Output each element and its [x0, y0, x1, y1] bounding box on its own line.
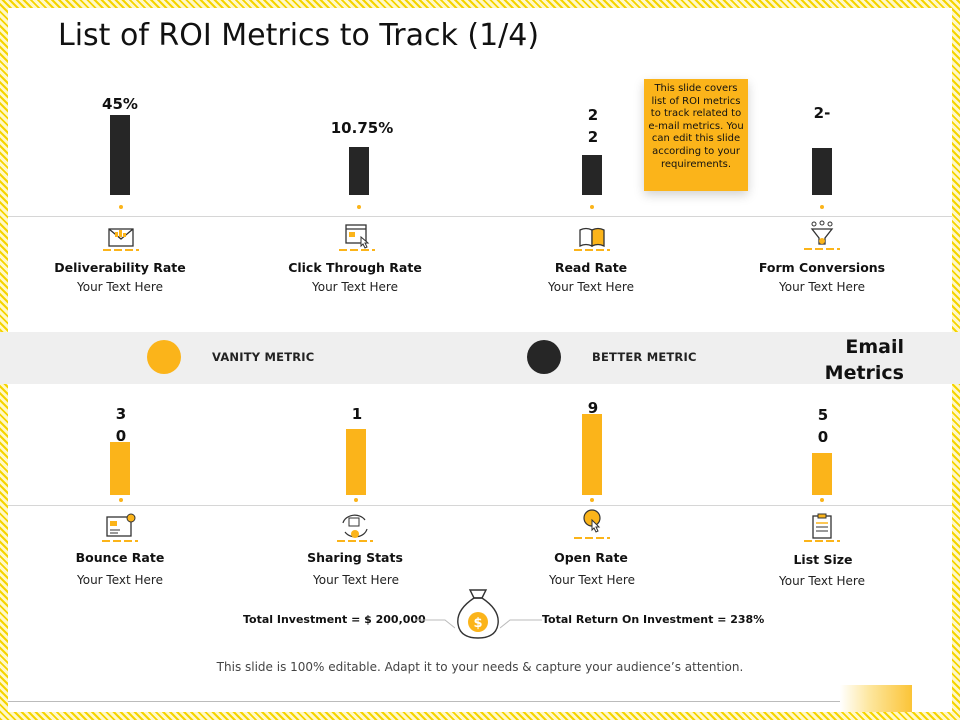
metric-bar [349, 147, 369, 195]
metric-name: List Size [793, 552, 853, 567]
connector-dot [590, 205, 594, 209]
metric-value: 50 [817, 406, 829, 446]
envelope-chart-icon [103, 228, 139, 251]
divider-line [8, 216, 952, 217]
metric-name: Form Conversions [758, 260, 886, 275]
metric-bar [812, 148, 832, 195]
metric-value: 2- [813, 104, 831, 122]
dashboard-icon [102, 513, 138, 542]
total-investment: Total Investment = $ 200,000 [243, 613, 426, 626]
clipboard-list-icon [804, 513, 840, 542]
metric-value: 22 [587, 106, 599, 146]
browser-click-icon [339, 224, 375, 251]
metric-name: Sharing Stats [307, 550, 403, 565]
metric-name: Deliverability Rate [54, 260, 186, 275]
section-title: Email Metrics [824, 336, 904, 384]
metric-name: Open Rate [554, 550, 628, 565]
editable-note: This slide covers list of ROI metrics to… [644, 79, 748, 191]
metric-bar [812, 453, 832, 495]
footer-text: This slide is 100% editable. Adapt it to… [216, 660, 744, 674]
metric-value: 10.75% [330, 119, 394, 137]
metric-name: Click Through Rate [288, 260, 422, 275]
page-title: List of ROI Metrics to Track (1/4) [58, 18, 540, 53]
connector-dot [354, 498, 358, 502]
money-bag-icon: $ [457, 589, 499, 639]
metric-description: Your Text Here [548, 280, 634, 294]
funnel-icon [804, 220, 840, 250]
metric-bar [110, 442, 130, 495]
metric-description: Your Text Here [779, 574, 865, 588]
connector-dot [357, 205, 361, 209]
metric-name: Bounce Rate [75, 550, 165, 565]
metric-name: Read Rate [554, 260, 628, 275]
metric-description: Your Text Here [549, 573, 635, 587]
open-book-icon [574, 227, 610, 251]
bulb-click-icon [574, 509, 610, 539]
divider-line [8, 505, 952, 506]
connector-dot [820, 205, 824, 209]
metric-description: Your Text Here [312, 280, 398, 294]
connector-line [500, 619, 542, 629]
metric-description: Your Text Here [779, 280, 865, 294]
metric-description: Your Text Here [77, 280, 163, 294]
corner-accent [840, 685, 912, 712]
metric-bar [110, 115, 130, 195]
connector-dot [590, 498, 594, 502]
metric-bar [582, 414, 602, 495]
vanity-metric-label: VANITY METRIC [212, 350, 315, 364]
total-return-on-investment: Total Return On Investment = 238% [542, 613, 765, 626]
vanity-metric-swatch [147, 340, 181, 374]
connector-dot [119, 205, 123, 209]
metric-description: Your Text Here [313, 573, 399, 587]
better-metric-swatch [527, 340, 561, 374]
svg-text:$: $ [473, 616, 482, 631]
footer-line [8, 701, 912, 702]
connector-dot [820, 498, 824, 502]
connector-dot [119, 498, 123, 502]
connector-line [415, 619, 455, 629]
metric-bar [346, 429, 366, 495]
metric-description: Your Text Here [77, 573, 163, 587]
better-metric-label: BETTER METRIC [592, 350, 697, 364]
metric-bar [582, 155, 602, 195]
metric-value: 45% [102, 95, 138, 113]
share-cycle-icon [337, 514, 373, 542]
metric-value: 30 [115, 405, 127, 445]
